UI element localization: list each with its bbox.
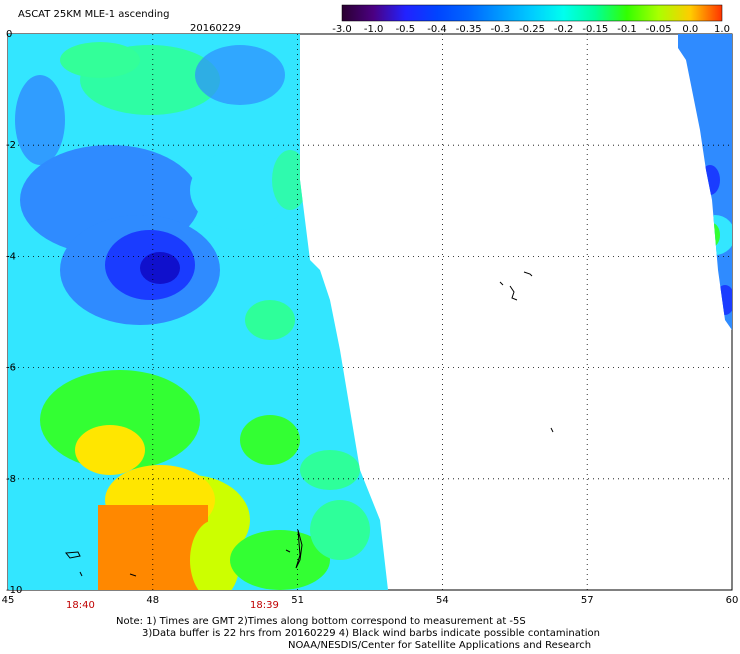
swath-patch: [190, 150, 290, 230]
island-outline: [550, 427, 554, 433]
swath-patch: [75, 425, 145, 475]
colorbar-gradient: [341, 4, 723, 22]
swath-patch: [230, 530, 330, 590]
y-tick-label: -8: [6, 474, 16, 485]
x-tick-label: 48: [146, 595, 159, 606]
x-tick-label: 60: [726, 595, 739, 606]
y-axis-ticks: 0 -2 -4 -6 -8 -10: [6, 29, 22, 596]
colorbar-label: -0.2: [554, 24, 574, 35]
lat-lon-grid: [8, 34, 732, 590]
swath-patch: [195, 45, 285, 105]
y-tick-label: -4: [6, 251, 16, 262]
island-outline: [285, 549, 291, 553]
colorbar-label: -0.25: [519, 24, 545, 35]
island-outline: [499, 281, 504, 286]
colorbar-label: -0.1: [617, 24, 637, 35]
time-label-middle: 18:39: [250, 600, 279, 611]
map-date: 20160229: [190, 23, 241, 34]
left-swath: [8, 34, 388, 590]
x-axis-ticks: 45 48 51 54 57 60: [2, 595, 739, 606]
time-label-left: 18:40: [66, 600, 95, 611]
note-line-3: NOAA/NESDIS/Center for Satellite Applica…: [288, 640, 592, 651]
colorbar-label: -0.15: [582, 24, 608, 35]
swath-patch: [240, 415, 300, 465]
colorbar-label: 0.0: [682, 24, 698, 35]
colorbar-label: -0.35: [456, 24, 482, 35]
swath-patch: [15, 75, 65, 165]
y-tick-label: -2: [6, 140, 16, 151]
swath-patch: [300, 450, 360, 490]
island-outline: [65, 551, 81, 559]
colorbar: -3.0 -1.0 -0.5 -0.4 -0.35 -0.3 -0.25 -0.2 -0.15-…: [332, 4, 730, 35]
swath-patch: [190, 520, 240, 590]
y-tick-label: -6: [6, 363, 16, 374]
island-outline: [79, 571, 83, 577]
swath-patch: [140, 252, 180, 284]
colorbar-label: -3.0: [332, 24, 352, 35]
x-tick-label: 51: [291, 595, 304, 606]
note-line-1: Note: 1) Times are GMT 2)Times along bot…: [116, 616, 526, 627]
y-tick-label: -10: [6, 585, 22, 596]
swath-patch: [245, 300, 295, 340]
y-tick-label: 0: [6, 29, 12, 40]
colorbar-label: -0.3: [491, 24, 511, 35]
x-tick-label: 45: [2, 595, 15, 606]
x-tick-label: 54: [436, 595, 449, 606]
colorbar-label: -1.0: [364, 24, 384, 35]
x-tick-label: 57: [581, 595, 594, 606]
swath-patch: [60, 42, 140, 78]
island-outline: [295, 529, 303, 569]
map-title: ASCAT 25KM MLE-1 ascending: [18, 9, 169, 20]
island-outlines: [65, 271, 554, 577]
colorbar-label: -0.4: [427, 24, 447, 35]
island-outline: [509, 285, 518, 301]
island-outline: [523, 271, 533, 277]
colorbar-label: -0.5: [396, 24, 416, 35]
colorbar-label: -0.05: [646, 24, 672, 35]
colorbar-label: 1.0: [714, 24, 730, 35]
swath-patch: [272, 150, 308, 210]
swath-patch: [310, 500, 370, 560]
note-line-2: 3)Data buffer is 22 hrs from 20160229 4)…: [142, 628, 600, 639]
island-outline: [129, 573, 137, 577]
